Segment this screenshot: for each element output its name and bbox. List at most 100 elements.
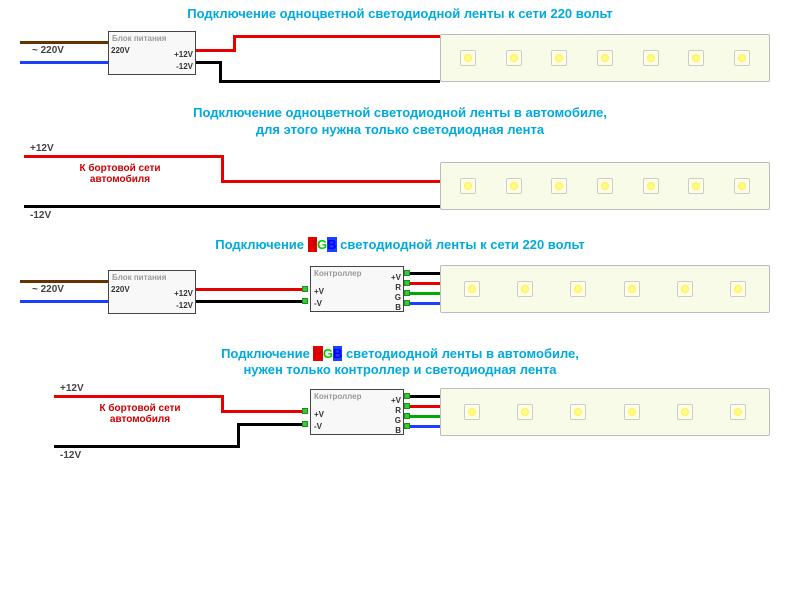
psu-box: Блок питания 220V +12V -12V [108,270,196,314]
label-car: К бортовой сети автомобиля [60,163,180,185]
wire-mains-1 [20,41,110,44]
wire-psu-ctrl-m [196,300,304,303]
wire-m12-c [219,80,440,83]
terminal [302,298,308,304]
led-chip [460,50,476,66]
wire-car-p-b [221,155,224,183]
ctrl-in-mv: -V [314,299,322,308]
wire-car-m-b [237,423,240,448]
label-m12: -12V [30,210,51,221]
ctrl-out-g: G [395,416,401,425]
led-chip [597,178,613,194]
controller-box: Контроллер +V -V +V R G B [310,266,404,312]
ctrl-out-r: R [395,406,401,415]
ctrl-out-v: +V [391,396,401,405]
led-strip-1 [440,34,770,82]
wire-car-m-c [237,423,304,426]
wire-mains-2 [20,300,110,303]
psu-pin-m12: -12V [176,301,193,310]
label-m12: -12V [60,450,81,461]
wire-car-p-a [24,155,224,158]
psu-pin-m12: -12V [176,62,193,71]
wire-car-p-c [221,180,440,183]
wire-psu-ctrl-p [196,288,304,291]
led-strip-3 [440,265,770,313]
wire-mains-1 [20,280,110,283]
ctrl-in-pv: +V [314,287,324,296]
led-chip [506,178,522,194]
wire-car-p-a [54,395,224,398]
led-chip [643,50,659,66]
terminal [302,286,308,292]
led-chip [643,178,659,194]
led-chip [464,281,480,297]
led-chip [517,281,533,297]
label-car: К бортовой сети автомобиля [80,403,200,425]
wire-rgb-v [410,272,440,275]
psu-header: Блок питания [109,271,195,282]
ctrl-header: Контроллер [311,267,403,278]
wire-rgb-b [410,302,440,305]
ctrl-out-g: G [395,293,401,302]
wire-rgb-g [410,292,440,295]
label-220v: ~ 220V [32,284,64,295]
led-chip [506,50,522,66]
led-strip-2 [440,162,770,210]
led-chip [688,178,704,194]
psu-pin-p12: +12V [174,289,193,298]
led-chip [551,50,567,66]
diagram-2-car-single: +12V К бортовой сети автомобиля -12V [0,143,800,231]
led-chip [677,281,693,297]
wire-rgb-r [410,282,440,285]
led-chip [551,178,567,194]
diagram-4-car-rgb: +12V К бортовой сети автомобиля -12V Кон… [0,383,800,479]
wire-p12-c [233,35,440,38]
led-chip [597,50,613,66]
ctrl-out-r: R [395,283,401,292]
psu-header: Блок питания [109,32,195,43]
led-strip-4 [440,388,770,436]
title-2: Подключение одноцветной светодиодной лен… [0,99,800,143]
psu-box: Блок питания 220V +12V -12V [108,31,196,75]
ctrl-out-b: B [395,426,401,435]
psu-pin-220: 220V [111,285,130,294]
ctrl-out-b: B [395,303,401,312]
title-4: Подключение RGB светодиодной ленты в авт… [0,340,800,384]
wire-mains-2 [20,61,110,64]
led-chip [730,404,746,420]
label-220v: ~ 220V [32,45,64,56]
diagram-1-220v-single: ~ 220V Блок питания 220V +12V -12V [0,27,800,99]
psu-pin-p12: +12V [174,50,193,59]
led-chip [730,281,746,297]
led-chip [570,404,586,420]
led-chip [624,404,640,420]
led-chip [688,50,704,66]
wire-rgb-r [410,405,440,408]
led-chip [464,404,480,420]
led-chip [570,281,586,297]
terminal [302,421,308,427]
led-chip [734,50,750,66]
wire-rgb-v [410,395,440,398]
wire-car-p-c [221,410,304,413]
title-1: Подключение одноцветной светодиодной лен… [0,0,800,27]
wire-car-m [24,205,440,208]
diagram-3-220v-rgb: ~ 220V Блок питания 220V +12V -12V Контр… [0,258,800,340]
ctrl-out-v: +V [391,273,401,282]
led-chip [624,281,640,297]
ctrl-in-pv: +V [314,410,324,419]
wire-car-m-a [54,445,240,448]
label-p12: +12V [30,143,54,154]
led-chip [734,178,750,194]
title-3: Подключение RGB светодиодной ленты к сет… [0,231,800,258]
psu-pin-220: 220V [111,46,130,55]
wire-p12-a [196,49,236,52]
wire-rgb-g [410,415,440,418]
ctrl-header: Контроллер [311,390,403,401]
controller-box: Контроллер +V -V +V R G B [310,389,404,435]
ctrl-in-mv: -V [314,422,322,431]
wire-rgb-b [410,425,440,428]
led-chip [677,404,693,420]
led-chip [460,178,476,194]
terminal [302,408,308,414]
